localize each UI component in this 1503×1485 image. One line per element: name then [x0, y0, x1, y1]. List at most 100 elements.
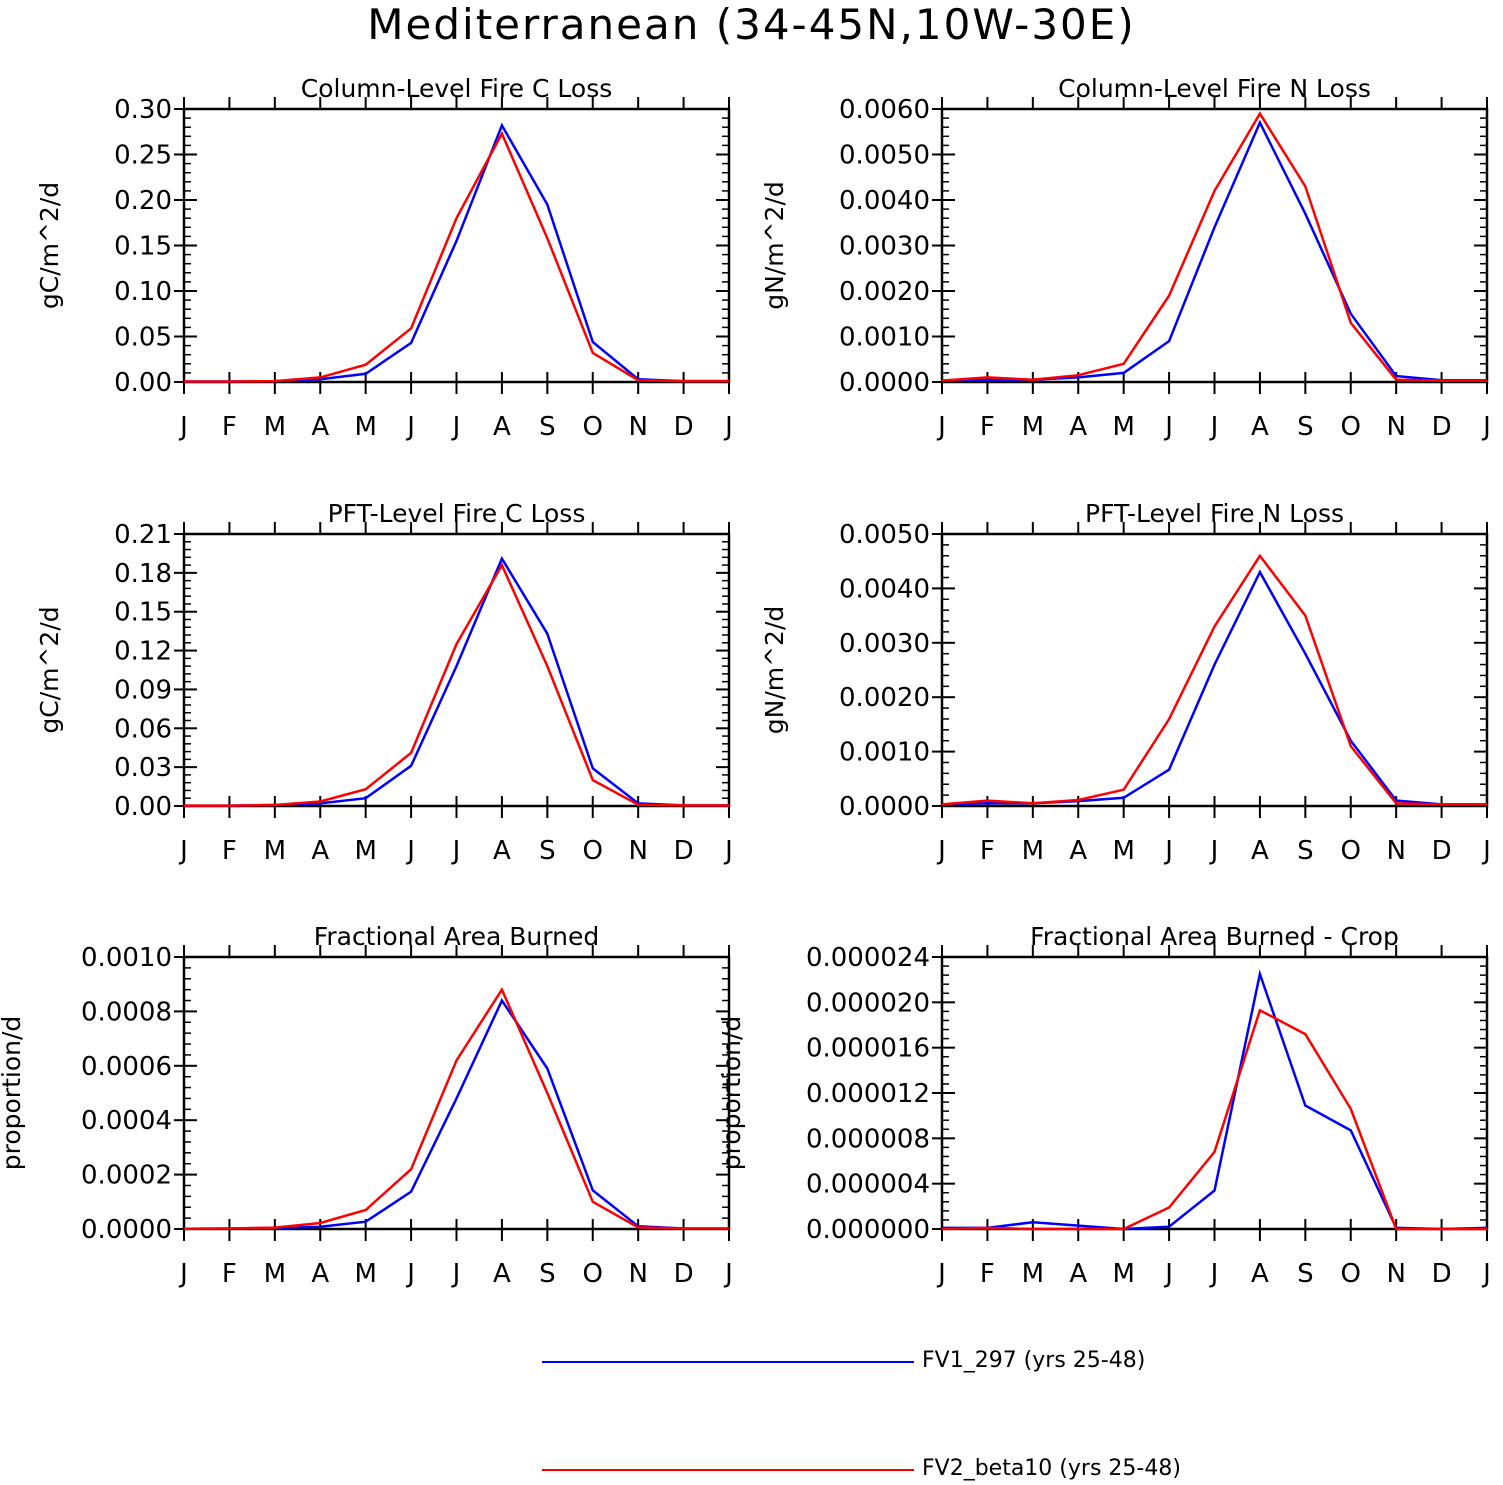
series-line-1: [942, 969, 1488, 1231]
y-tick-label: 0.05: [114, 323, 172, 353]
x-tick-label: J: [936, 1259, 946, 1289]
x-tick-label: J: [1481, 412, 1491, 442]
x-tick-label: D: [674, 412, 694, 442]
x-tick-label: J: [451, 836, 461, 866]
x-tick-label: J: [723, 836, 733, 866]
x-tick-label: N: [1386, 836, 1405, 866]
legend-label-2: FV2_beta10 (yrs 25-48): [922, 1456, 1181, 1481]
x-tick-label: J: [178, 412, 188, 442]
x-tick-label: J: [1163, 1259, 1173, 1289]
series-line-2: [941, 553, 1487, 806]
y-tick-label: 0.0040: [839, 186, 930, 216]
y-axis-label: gN/m^2/d: [760, 181, 789, 310]
x-tick-label: F: [980, 836, 995, 866]
y-tick-label: 0.000020: [806, 988, 930, 1018]
chart-panel-2: Column-Level Fire N LossgN/m^2/d0.00000.…: [760, 74, 1491, 442]
y-tick-label: 0.0030: [839, 232, 930, 262]
x-tick-label: A: [1251, 412, 1269, 442]
x-tick-label: M: [354, 412, 376, 442]
x-tick-label: D: [1432, 1259, 1452, 1289]
x-tick-label: J: [451, 412, 461, 442]
x-tick-label: J: [1163, 836, 1173, 866]
figure-title: Mediterranean (34-45N,10W-30E): [367, 0, 1136, 49]
x-tick-label: M: [1022, 1259, 1044, 1289]
x-tick-label: A: [493, 836, 511, 866]
x-tick-label: M: [1112, 836, 1134, 866]
x-tick-label: A: [493, 412, 511, 442]
x-tick-label: D: [674, 836, 694, 866]
y-axis-label: proportion/d: [0, 1016, 26, 1171]
y-tick-label: 0.15: [114, 232, 172, 262]
series-line-1: [941, 119, 1487, 382]
y-axis-label: gC/m^2/d: [35, 182, 64, 309]
x-tick-label: F: [222, 412, 237, 442]
chart-panel-3: PFT-Level Fire C LossgC/m^2/d0.000.030.0…: [35, 499, 733, 866]
y-tick-label: 0.0000: [81, 1215, 172, 1245]
x-tick-label: D: [674, 1259, 694, 1289]
y-axis-label: gN/m^2/d: [760, 606, 789, 735]
series-line-1: [184, 555, 729, 807]
y-tick-label: 0.0050: [839, 520, 930, 550]
series-line-2: [941, 111, 1487, 382]
x-tick-label: S: [1297, 836, 1314, 866]
x-tick-label: O: [1341, 836, 1361, 866]
y-tick-label: 0.0010: [839, 738, 930, 768]
series-line-2: [184, 130, 729, 383]
y-tick-label: 0.000004: [806, 1170, 930, 1200]
x-tick-label: N: [628, 412, 647, 442]
x-tick-label: J: [723, 1259, 733, 1289]
legend-line-2: [542, 1469, 914, 1471]
y-tick-label: 0.0060: [839, 95, 930, 125]
x-tick-label: A: [311, 836, 329, 866]
x-tick-label: M: [354, 836, 376, 866]
y-tick-label: 0.000012: [806, 1079, 930, 1109]
x-tick-label: N: [628, 836, 647, 866]
y-tick-label: 0.18: [114, 559, 172, 589]
x-tick-label: M: [1112, 1259, 1134, 1289]
x-tick-label: O: [1341, 412, 1361, 442]
y-tick-label: 0.0020: [839, 277, 930, 307]
x-tick-label: S: [539, 1259, 556, 1289]
y-tick-label: 0.0002: [81, 1161, 172, 1191]
x-tick-label: A: [1251, 1259, 1269, 1289]
x-tick-label: N: [1386, 1259, 1405, 1289]
legend-line-1: [542, 1361, 914, 1363]
x-tick-label: J: [1163, 412, 1173, 442]
x-tick-label: A: [1251, 836, 1269, 866]
y-tick-label: 0.09: [114, 675, 172, 705]
x-tick-label: M: [1112, 412, 1134, 442]
y-tick-label: 0.00: [114, 792, 172, 822]
x-tick-label: O: [583, 1259, 603, 1289]
x-tick-label: S: [1297, 412, 1314, 442]
x-tick-label: J: [723, 412, 733, 442]
y-tick-label: 0.25: [114, 141, 172, 171]
y-tick-label: 0.000024: [806, 943, 930, 973]
y-tick-label: 0.30: [114, 95, 172, 125]
x-tick-label: A: [311, 1259, 329, 1289]
x-tick-label: J: [405, 1259, 415, 1289]
y-tick-label: 0.0008: [81, 997, 172, 1027]
plot-frame: [182, 532, 731, 808]
chart-panel-5: Fractional Area Burnedproportion/d0.0000…: [0, 922, 733, 1289]
series-line-2: [941, 1008, 1487, 1231]
x-tick-label: M: [264, 836, 286, 866]
y-tick-label: 0.0010: [81, 943, 172, 973]
y-tick-label: 0.03: [114, 753, 172, 783]
x-tick-label: O: [583, 412, 603, 442]
y-tick-label: 0.0000: [839, 368, 930, 398]
chart-panel-1: Column-Level Fire C LossgC/m^2/d0.000.05…: [35, 74, 733, 442]
x-tick-label: M: [354, 1259, 376, 1289]
y-tick-label: 0.000000: [806, 1215, 930, 1245]
x-tick-label: D: [1432, 412, 1452, 442]
y-tick-label: 0.06: [114, 714, 172, 744]
x-tick-label: O: [1341, 1259, 1361, 1289]
x-tick-label: J: [1209, 1259, 1219, 1289]
x-tick-label: J: [405, 412, 415, 442]
x-tick-label: M: [1022, 836, 1044, 866]
x-tick-label: M: [264, 1259, 286, 1289]
x-tick-label: J: [1209, 836, 1219, 866]
y-tick-label: 0.12: [114, 637, 172, 667]
y-axis-label: gC/m^2/d: [35, 606, 64, 733]
series-line-2: [184, 562, 729, 807]
series-line-1: [184, 122, 729, 383]
